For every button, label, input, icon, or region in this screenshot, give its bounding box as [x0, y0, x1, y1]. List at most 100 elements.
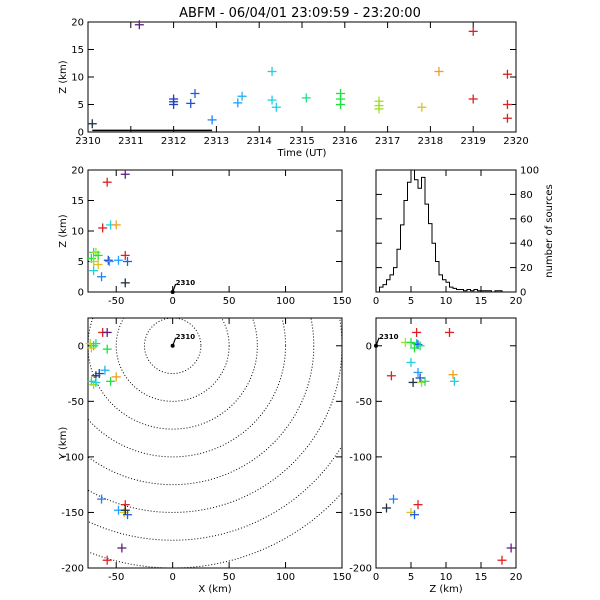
y-tick-label: 0 — [366, 341, 372, 352]
data-point — [91, 339, 101, 349]
x-tick-label: 150 — [332, 572, 351, 583]
data-point — [271, 102, 281, 112]
range-ring — [88, 318, 287, 458]
x-tick-label: 5 — [408, 572, 414, 583]
histogram-bar — [485, 291, 489, 292]
y-tick-label: 20 — [71, 166, 84, 177]
data-point — [502, 69, 512, 79]
data-point — [91, 377, 101, 387]
y-tick-label: 10 — [71, 73, 84, 84]
y-tick-label: 100 — [520, 166, 539, 177]
histogram-bar — [394, 268, 398, 292]
y-tick-label: 15 — [71, 196, 84, 207]
x-tick-label: 2314 — [246, 136, 271, 147]
station-tail — [172, 337, 177, 346]
plot-frame — [87, 21, 517, 133]
x-tick-label: 2313 — [204, 136, 229, 147]
y-axis-label: Y (km) — [58, 427, 69, 461]
data-point — [434, 67, 444, 76]
x-tick-label: 50 — [223, 572, 236, 583]
x-tick-label: 2315 — [289, 136, 314, 147]
x-tick-label: 2310 — [75, 136, 100, 147]
histogram-bar — [415, 180, 419, 292]
histogram-bar — [397, 249, 401, 292]
data-point — [120, 505, 130, 515]
data-point — [86, 343, 96, 353]
x-tick-label: 5 — [408, 296, 414, 307]
histogram-bar — [460, 290, 464, 292]
histogram-bar — [467, 290, 471, 292]
y-tick-label: 0 — [78, 288, 84, 299]
data-point — [301, 93, 311, 103]
histogram-bar — [499, 291, 503, 292]
histogram-bar — [425, 204, 429, 292]
plan-view-panel: -50 0 50 100 150 -200 -150 -100 -50 0 X (km) Y (km)… — [58, 317, 352, 595]
histogram-step-line — [376, 169, 516, 293]
data-point — [386, 371, 396, 381]
data-point — [415, 373, 425, 383]
data-point — [412, 327, 422, 337]
y-tick-label: 80 — [520, 190, 533, 201]
histogram-bar — [457, 290, 461, 292]
histogram-bar — [481, 291, 485, 292]
x-tick-label: 10 — [440, 296, 453, 307]
data-point — [502, 113, 512, 123]
plot-frame — [87, 169, 343, 293]
data-point — [169, 100, 179, 109]
y-axis-label: number of sources — [544, 184, 555, 277]
histogram-bar — [432, 243, 436, 292]
data-point — [113, 255, 123, 265]
data-point — [123, 510, 133, 520]
plot-frame — [87, 317, 343, 569]
x-height-panel: -50 0 50 100 150 0 5 10 15 20 Z (km) 2310 — [58, 166, 352, 308]
data-point — [120, 278, 130, 288]
range-rings — [88, 318, 342, 568]
histogram-bar — [453, 288, 457, 292]
histogram-bar — [443, 280, 447, 292]
data-point — [506, 543, 516, 553]
x-tick-label: 15 — [475, 296, 488, 307]
station-tail — [172, 283, 177, 293]
x-tick-label: 15 — [475, 572, 488, 583]
data-point — [449, 376, 459, 386]
data-point — [267, 95, 277, 105]
x-tick-label: 20 — [510, 296, 523, 307]
data-point — [97, 272, 107, 282]
data-point — [102, 177, 112, 187]
data-point — [102, 344, 112, 354]
data-point — [94, 369, 104, 379]
data-point — [233, 98, 243, 108]
range-ring — [88, 318, 315, 486]
y-tick-label: 0 — [78, 341, 84, 352]
plot-frame — [375, 317, 517, 569]
data-point — [93, 250, 103, 260]
data-point — [406, 337, 416, 347]
x-tick-label: 2316 — [332, 136, 357, 147]
data-point — [190, 89, 200, 98]
histogram-bar — [488, 291, 492, 292]
x-tick-label: -50 — [108, 572, 124, 583]
data-point — [120, 250, 130, 260]
range-ring — [88, 444, 342, 541]
data-point — [93, 260, 103, 270]
data-point — [374, 104, 384, 114]
data-point — [97, 494, 107, 504]
y-tick-label: -200 — [349, 564, 372, 575]
x-tick-label: 20 — [510, 572, 523, 583]
data-point — [89, 257, 99, 266]
range-ring — [88, 318, 258, 430]
x-tick-label: 2311 — [118, 136, 143, 147]
y-tick-label: 5 — [78, 100, 84, 111]
data-point — [89, 266, 99, 276]
data-point — [415, 341, 425, 351]
data-point — [497, 555, 507, 565]
histogram-bar — [383, 285, 387, 292]
histogram-bar — [478, 291, 482, 292]
histogram-bar — [464, 291, 468, 292]
data-point — [111, 220, 121, 230]
x-tick-label: 100 — [276, 296, 295, 307]
x-tick-label: 0 — [169, 296, 175, 307]
y-tick-label: 0 — [520, 288, 526, 299]
